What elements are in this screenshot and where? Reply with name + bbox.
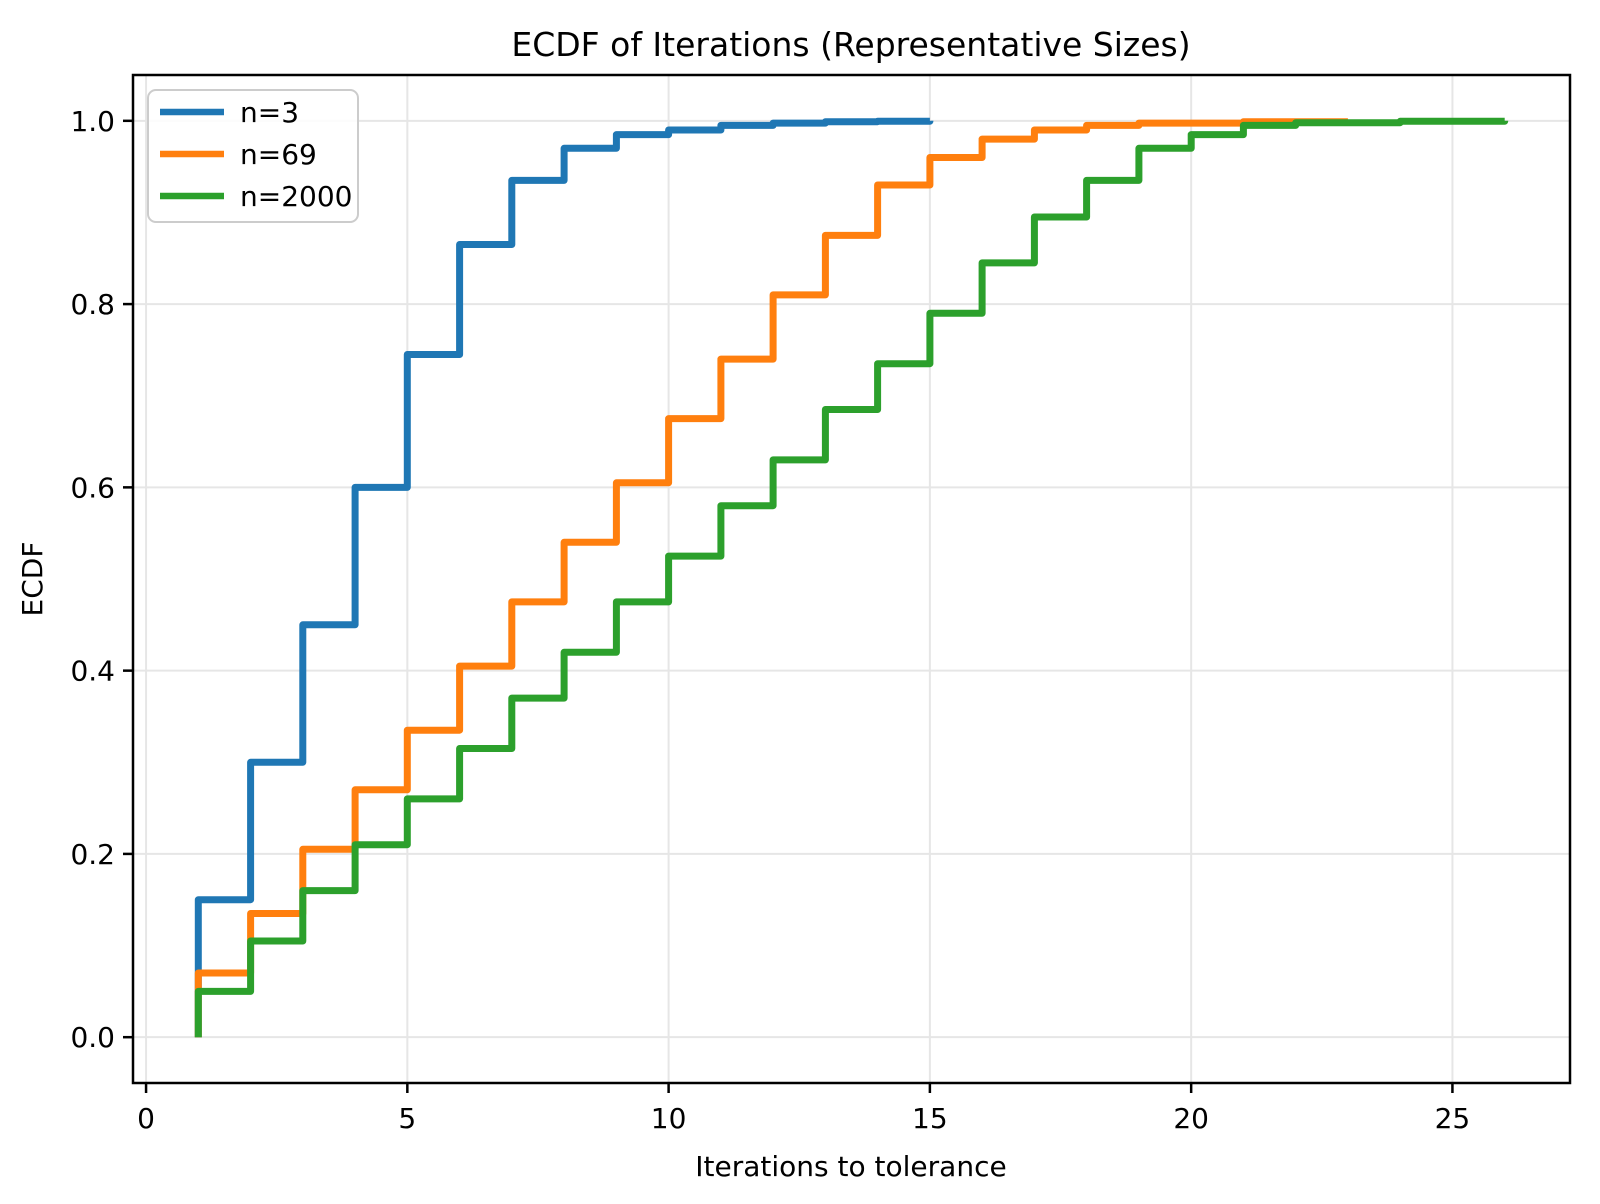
legend-label-n69: n=69 bbox=[240, 138, 317, 171]
x-tick-label-1: 5 bbox=[398, 1102, 416, 1135]
series-lines bbox=[194, 117, 1509, 1038]
legend: n=3 n=69 n=2000 bbox=[147, 89, 359, 223]
x-tick-label-2: 10 bbox=[651, 1102, 687, 1135]
gridlines bbox=[133, 75, 1570, 1083]
y-tick-label-0: 0.0 bbox=[70, 1021, 115, 1054]
ecdf-line-n=69 bbox=[194, 118, 1352, 1038]
x-tick-label-4: 20 bbox=[1173, 1102, 1209, 1135]
legend-label-n2000: n=2000 bbox=[240, 180, 352, 213]
y-tick-label-3: 0.6 bbox=[70, 471, 115, 504]
y-tick-label-5: 1.0 bbox=[70, 105, 115, 138]
legend-frame bbox=[147, 89, 359, 223]
y-tick-label-1: 0.2 bbox=[70, 838, 115, 871]
axes-frame bbox=[131, 73, 1572, 1085]
y-axis-label: ECDF bbox=[16, 542, 49, 617]
x-tick-label-0: 0 bbox=[137, 1102, 155, 1135]
chart-title: ECDF of Iterations (Representative Sizes… bbox=[511, 25, 1190, 64]
x-tick-label-5: 25 bbox=[1435, 1102, 1471, 1135]
x-axis-label: Iterations to tolerance bbox=[695, 1150, 1006, 1183]
ecdf-line-n=3 bbox=[194, 117, 934, 1038]
ecdf-line-n=2000 bbox=[194, 117, 1509, 1038]
y-tick-label-2: 0.4 bbox=[70, 655, 115, 688]
legend-label-n3: n=3 bbox=[240, 96, 299, 129]
axis-ticks: 0 5 10 15 20 25 0.0 0.2 0.4 0.6 0.8 1.0 bbox=[70, 105, 1470, 1135]
y-tick-label-4: 0.8 bbox=[70, 288, 115, 321]
x-tick-label-3: 15 bbox=[912, 1102, 948, 1135]
plot-area bbox=[133, 75, 1570, 1083]
